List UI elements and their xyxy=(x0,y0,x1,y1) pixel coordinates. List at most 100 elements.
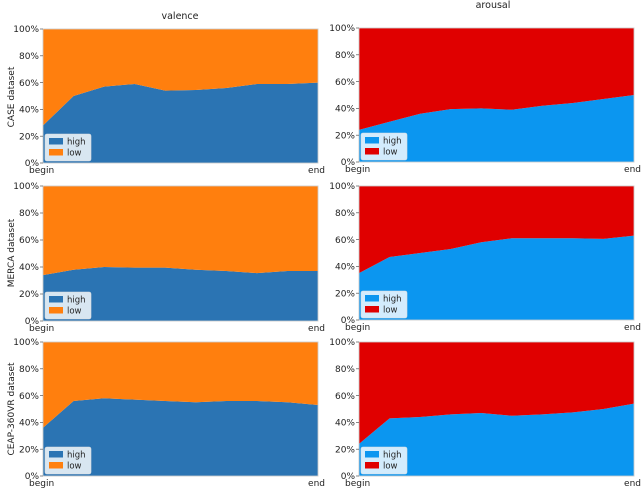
x-tick-label-begin: begin xyxy=(29,324,54,334)
y-tick-label: 80% xyxy=(335,51,355,61)
legend-swatch-high xyxy=(49,451,63,458)
y-tick-label: 0% xyxy=(341,158,356,168)
y-tick-label: 60% xyxy=(335,78,355,88)
area-low-ceap-arousal xyxy=(359,342,634,444)
y-tick-label: 40% xyxy=(335,419,355,429)
plot-border xyxy=(42,28,319,164)
y-tick-label: 20% xyxy=(19,445,39,455)
y-tick-label: 0% xyxy=(341,316,356,326)
y-tick-label: 40% xyxy=(335,263,355,273)
legend-label-low: low xyxy=(67,462,82,472)
legend-swatch-high xyxy=(365,295,379,302)
y-tick-label: 0% xyxy=(25,472,40,482)
y-tick-label: 0% xyxy=(25,317,40,327)
y-tick-label: 20% xyxy=(19,132,39,142)
y-tick-label: 100% xyxy=(13,338,39,348)
plot-border xyxy=(42,341,319,477)
x-tick-label-begin: begin xyxy=(29,479,54,489)
row-label-merca: MERCA dataset xyxy=(7,218,17,287)
legend-swatch-high xyxy=(365,137,379,144)
chart-panels: 0%20%40%60%80%100%begin endhighlow0%20%40… xyxy=(13,24,641,489)
legend-label-low: low xyxy=(67,307,82,317)
y-tick-label: 0% xyxy=(25,159,40,169)
y-tick-label: 20% xyxy=(335,289,355,299)
legend-label-high: high xyxy=(67,451,86,461)
x-tick-label-end: end xyxy=(308,324,325,334)
legend-swatch-low xyxy=(49,307,63,314)
area-low-merca-valence xyxy=(43,186,318,276)
row-label-case: CASE dataset xyxy=(7,66,17,127)
y-tick-label: 100% xyxy=(13,25,39,35)
plot-border xyxy=(358,185,635,321)
x-tick-label-begin: begin xyxy=(345,323,370,333)
x-tick-label-end: end xyxy=(624,165,641,175)
y-tick-label: 40% xyxy=(19,106,39,116)
y-tick-label: 20% xyxy=(335,445,355,455)
legend-swatch-low xyxy=(49,462,63,469)
y-tick-label: 100% xyxy=(329,24,355,34)
plot-border xyxy=(358,341,635,477)
x-tick-label-begin: begin xyxy=(345,165,370,175)
legend-swatch-low xyxy=(365,148,379,155)
legend-label-low: low xyxy=(383,462,398,472)
legend-swatch-high xyxy=(365,451,379,458)
y-tick-label: 40% xyxy=(335,105,355,115)
y-tick-label: 60% xyxy=(19,236,39,246)
legend-swatch-low xyxy=(365,462,379,469)
legend-label-high: high xyxy=(67,296,86,306)
area-high-case-arousal xyxy=(359,95,634,162)
legend-label-low: low xyxy=(383,148,398,158)
y-tick-label: 100% xyxy=(13,182,39,192)
y-tick-label: 20% xyxy=(335,131,355,141)
legend-label-high: high xyxy=(383,295,402,305)
plot-border xyxy=(42,185,319,322)
area-low-ceap-valence xyxy=(43,342,318,428)
y-tick-label: 80% xyxy=(19,209,39,219)
area-high-ceap-valence xyxy=(43,398,318,476)
y-tick-label: 40% xyxy=(19,263,39,273)
legend-label-high: high xyxy=(383,137,402,147)
area-high-merca-valence xyxy=(43,267,318,321)
row-label-ceap: CEAP-360VR dataset xyxy=(7,362,17,456)
legend-label-low: low xyxy=(383,306,398,316)
legend-swatch-high xyxy=(49,138,63,145)
y-tick-label: 100% xyxy=(329,338,355,348)
legend-label-high: high xyxy=(383,451,402,461)
y-tick-label: 80% xyxy=(335,209,355,219)
y-tick-label: 20% xyxy=(19,290,39,300)
y-tick-label: 100% xyxy=(329,182,355,192)
y-tick-label: 40% xyxy=(19,419,39,429)
x-tick-label-begin: begin xyxy=(29,166,54,176)
y-tick-label: 80% xyxy=(19,365,39,375)
y-tick-label: 80% xyxy=(19,52,39,62)
x-tick-label-end: end xyxy=(624,323,641,333)
y-tick-label: 60% xyxy=(19,392,39,402)
area-low-case-arousal xyxy=(359,28,634,130)
area-high-ceap-arousal xyxy=(359,403,634,476)
plot-border xyxy=(358,27,635,163)
area-high-case-valence xyxy=(43,82,318,163)
y-tick-label: 60% xyxy=(335,236,355,246)
x-tick-label-end: end xyxy=(624,479,641,489)
column-title-arousal: arousal xyxy=(476,0,511,11)
area-high-merca-arousal xyxy=(359,235,634,320)
legend-swatch-high xyxy=(49,296,63,303)
legend-swatch-low xyxy=(365,306,379,313)
column-title-valence: valence xyxy=(161,11,198,22)
y-tick-label: 60% xyxy=(19,79,39,89)
y-tick-label: 80% xyxy=(335,365,355,375)
area-low-merca-arousal xyxy=(359,186,634,274)
